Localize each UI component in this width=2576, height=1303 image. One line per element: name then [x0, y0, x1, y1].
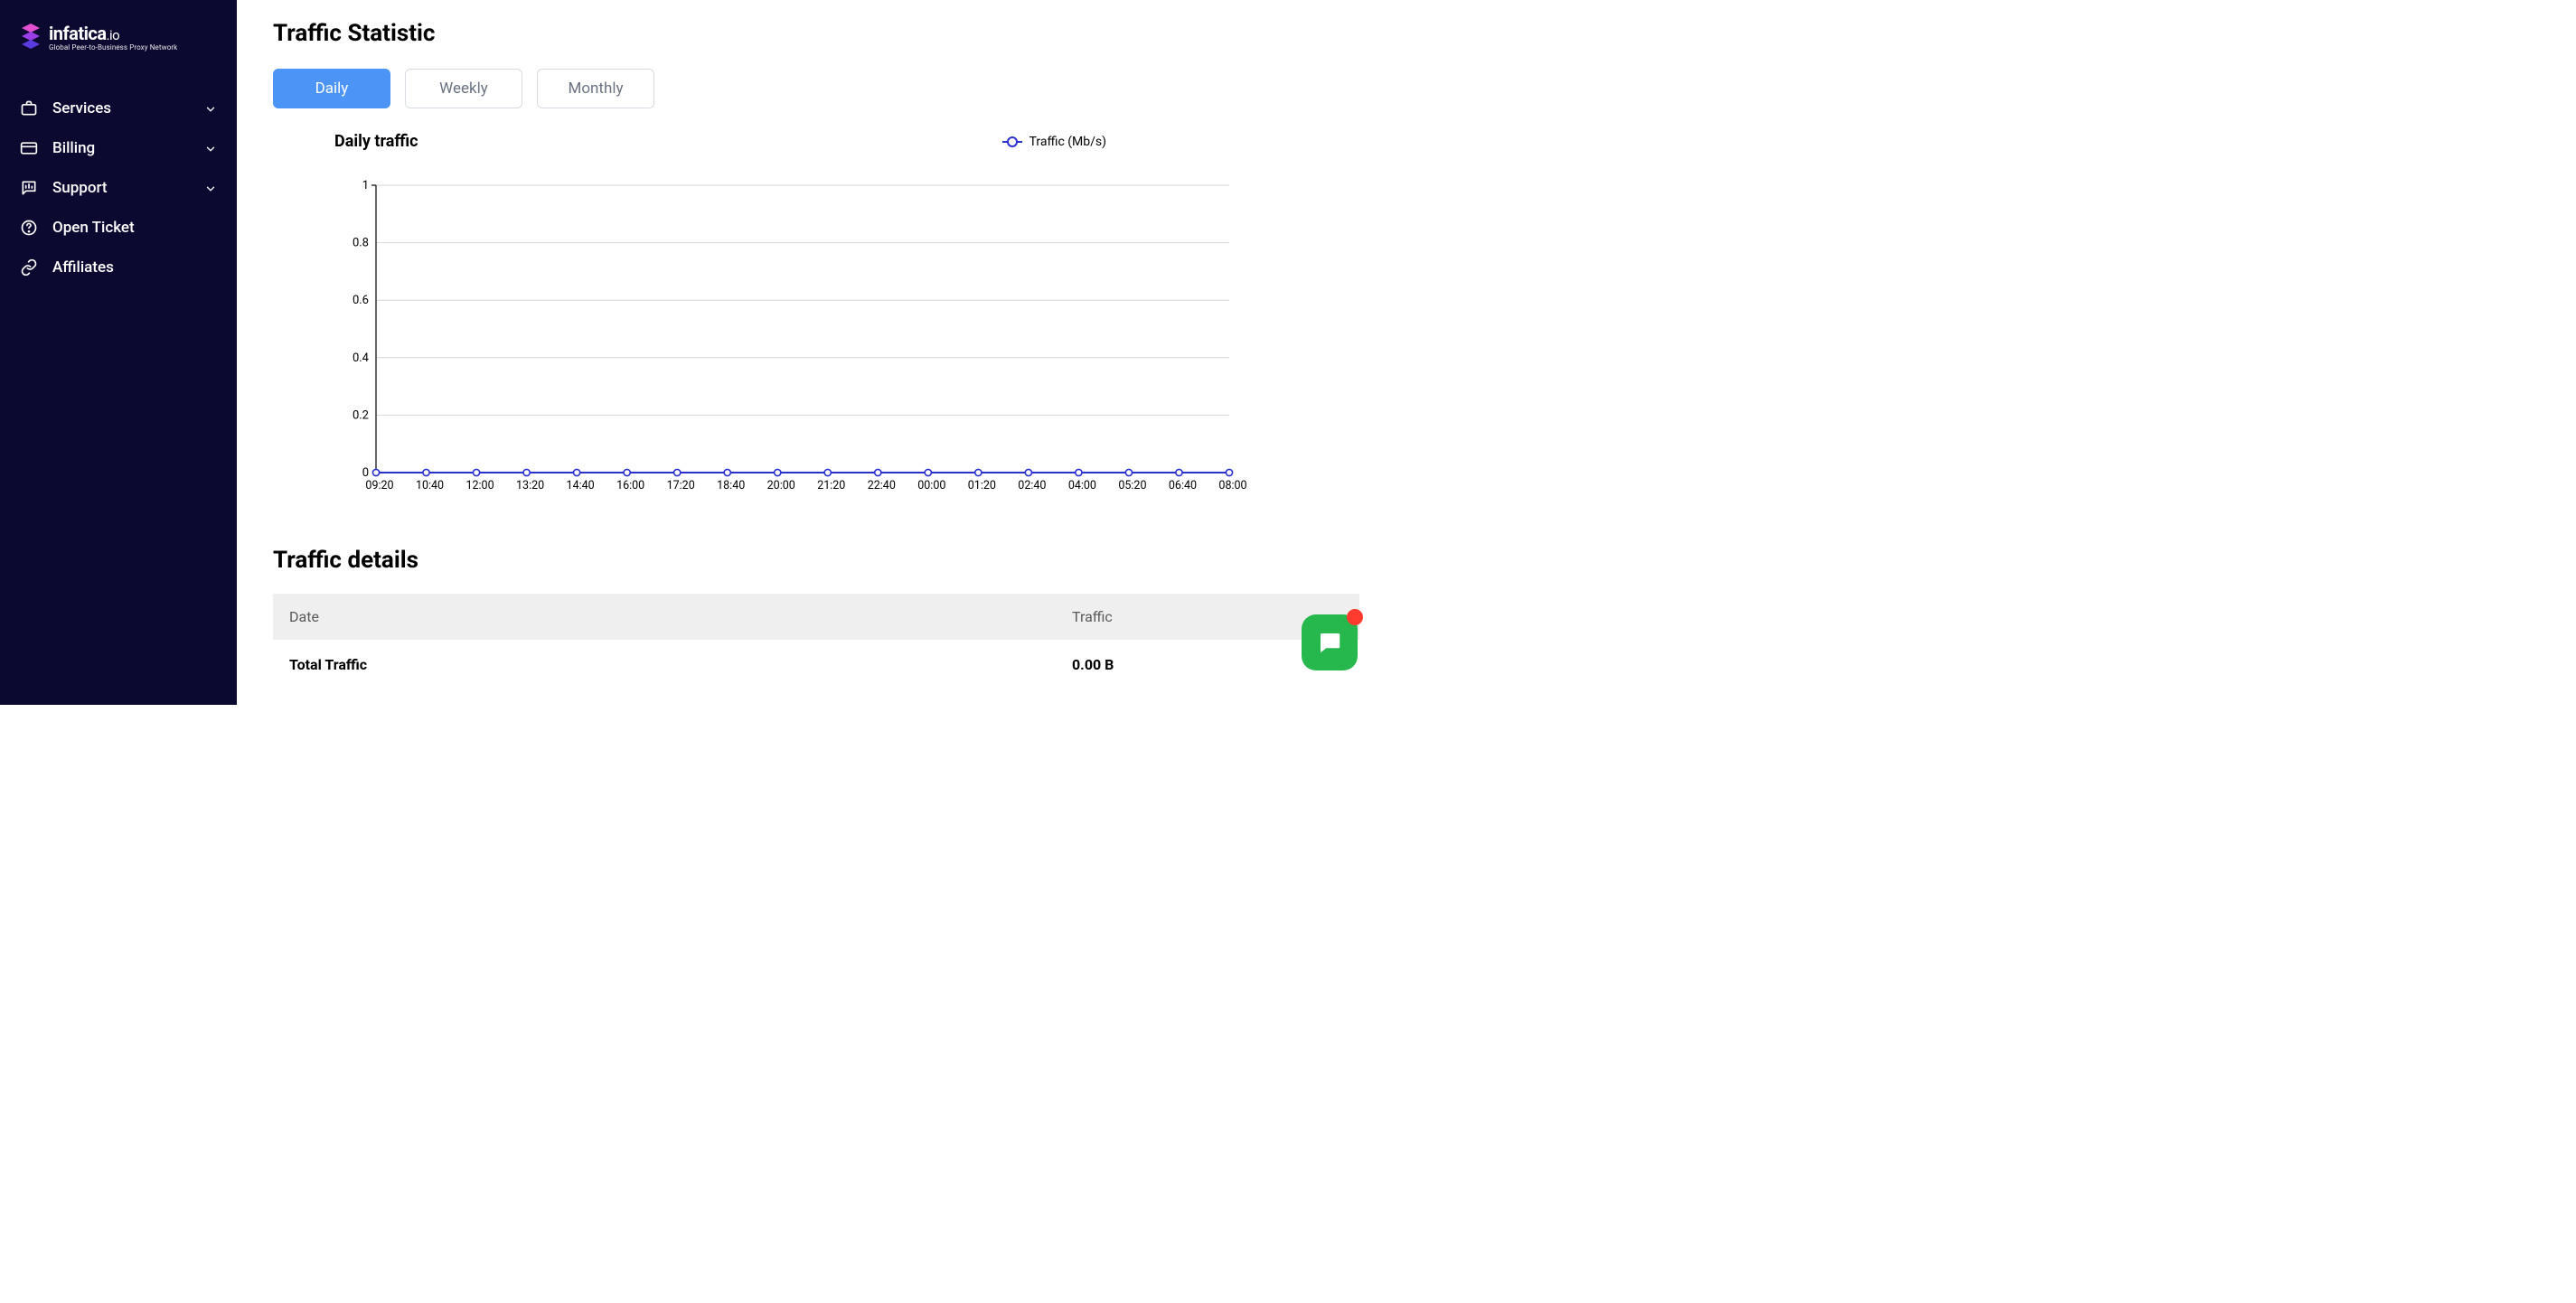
svg-text:02:40: 02:40	[1018, 479, 1046, 492]
legend-marker-icon	[1002, 137, 1022, 146]
tab-monthly[interactable]: Monthly	[537, 69, 654, 108]
tab-weekly[interactable]: Weekly	[405, 69, 522, 108]
brand-tagline: Global Peer-to-Business Proxy Network	[49, 43, 177, 52]
cell-date: Total Traffic	[289, 656, 1072, 673]
app-root: infatica.io Global Peer-to-Business Prox…	[0, 0, 1392, 705]
sidebar-item-support[interactable]: Support	[0, 168, 237, 208]
help-circle-icon	[20, 219, 38, 237]
sidebar-item-label: Open Ticket	[52, 219, 135, 237]
chevron-down-icon	[204, 102, 217, 115]
svg-text:04:00: 04:00	[1068, 479, 1096, 492]
svg-text:12:00: 12:00	[465, 479, 494, 492]
svg-text:0.6: 0.6	[353, 294, 369, 307]
svg-text:18:40: 18:40	[717, 479, 745, 492]
sidebar: infatica.io Global Peer-to-Business Prox…	[0, 0, 237, 705]
chat-fab-button[interactable]	[1302, 614, 1358, 670]
svg-text:21:20: 21:20	[817, 479, 845, 492]
sidebar-item-label: Services	[52, 99, 111, 117]
svg-text:0.8: 0.8	[353, 237, 369, 250]
sidebar-nav: Services Billing Support	[0, 89, 237, 287]
svg-text:16:00: 16:00	[616, 479, 644, 492]
chevron-down-icon	[204, 182, 217, 194]
svg-text:09:20: 09:20	[365, 479, 393, 492]
logo-mark-icon	[18, 22, 43, 52]
svg-text:13:20: 13:20	[516, 479, 544, 492]
sidebar-item-services[interactable]: Services	[0, 89, 237, 128]
table-header-row: Date Traffic	[273, 594, 1359, 640]
brand-name: infatica	[49, 23, 107, 44]
sidebar-item-open-ticket[interactable]: Open Ticket	[0, 208, 237, 248]
legend-label: Traffic (Mb/s)	[1029, 135, 1106, 149]
chat-graph-icon	[20, 179, 38, 197]
sidebar-item-label: Billing	[52, 139, 95, 157]
svg-text:0.4: 0.4	[353, 352, 370, 365]
col-header-date: Date	[289, 608, 1072, 625]
logo-text-wrap: infatica.io Global Peer-to-Business Prox…	[49, 23, 177, 52]
chart-header: Daily traffic Traffic (Mb/s)	[334, 132, 1359, 151]
svg-text:0.2: 0.2	[353, 408, 369, 422]
link-icon	[20, 258, 38, 277]
sidebar-item-affiliates[interactable]: Affiliates	[0, 248, 237, 287]
svg-text:01:20: 01:20	[968, 479, 996, 492]
sidebar-item-billing[interactable]: Billing	[0, 128, 237, 168]
period-tabs: Daily Weekly Monthly	[273, 69, 1359, 108]
chart-area: Daily traffic Traffic (Mb/s) 00.20.40.60…	[273, 132, 1359, 503]
traffic-details-table: Date Traffic Total Traffic 0.00 B	[273, 594, 1359, 689]
svg-text:20:00: 20:00	[767, 479, 795, 492]
svg-text:08:00: 08:00	[1218, 479, 1246, 492]
sidebar-item-label: Affiliates	[52, 258, 114, 277]
main-content: Traffic Statistic Daily Weekly Monthly D…	[237, 0, 1392, 705]
tab-daily[interactable]: Daily	[273, 69, 390, 108]
briefcase-icon	[20, 99, 38, 117]
logo-text: infatica.io	[49, 23, 177, 43]
svg-text:14:40: 14:40	[567, 479, 595, 492]
line-chart-svg: 0 0.2 0.4 0.6 0.8 1 09:20 10:40 12:00 13:20 14:40 1…	[334, 169, 1247, 503]
svg-text:17:20: 17:20	[667, 479, 695, 492]
svg-text:0: 0	[362, 466, 369, 480]
svg-text:10:40: 10:40	[416, 479, 444, 492]
svg-text:06:40: 06:40	[1169, 479, 1197, 492]
brand-suffix: .io	[107, 27, 120, 43]
svg-text:05:20: 05:20	[1118, 479, 1146, 492]
chart-title: Daily traffic	[334, 132, 418, 151]
chart-legend: Traffic (Mb/s)	[1002, 135, 1106, 149]
svg-text:00:00: 00:00	[917, 479, 945, 492]
chart-canvas: 0 0.2 0.4 0.6 0.8 1 09:20 10:40 12:00 13:20 14:40 1…	[334, 169, 1359, 503]
details-title: Traffic details	[273, 547, 1359, 574]
chevron-down-icon	[204, 142, 217, 155]
page-title: Traffic Statistic	[273, 20, 1359, 47]
table-row: Total Traffic 0.00 B	[273, 640, 1359, 689]
card-icon	[20, 139, 38, 157]
notification-dot-icon	[1347, 609, 1363, 625]
svg-text:22:40: 22:40	[868, 479, 896, 492]
chat-icon	[1316, 629, 1343, 656]
sidebar-item-label: Support	[52, 179, 108, 197]
svg-text:1: 1	[362, 179, 369, 192]
logo[interactable]: infatica.io Global Peer-to-Business Prox…	[0, 22, 237, 89]
